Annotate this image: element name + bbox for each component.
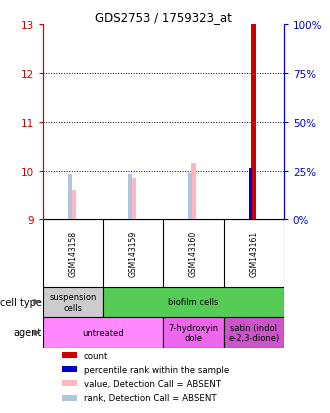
Text: suspension
cells: suspension cells — [49, 292, 97, 312]
Bar — [103, 287, 284, 318]
Text: biofilm cells: biofilm cells — [168, 298, 219, 307]
Text: rank, Detection Call = ABSENT: rank, Detection Call = ABSENT — [84, 394, 216, 402]
Text: GSM143161: GSM143161 — [249, 230, 258, 276]
Bar — [191, 164, 196, 220]
Bar — [62, 395, 77, 401]
Text: agent: agent — [14, 328, 42, 338]
Bar — [188, 174, 192, 220]
Bar — [251, 25, 256, 220]
Text: GSM143159: GSM143159 — [129, 230, 138, 276]
Bar — [248, 168, 252, 220]
Text: percentile rank within the sample: percentile rank within the sample — [84, 365, 229, 374]
Bar — [68, 175, 72, 220]
Text: GSM143160: GSM143160 — [189, 230, 198, 276]
Bar — [128, 175, 132, 220]
Text: satin (indol
e-2,3-dione): satin (indol e-2,3-dione) — [228, 323, 279, 342]
Bar — [62, 352, 77, 358]
Text: untreated: untreated — [82, 328, 124, 337]
Text: count: count — [84, 351, 108, 360]
Bar — [43, 287, 103, 318]
Bar — [62, 366, 77, 372]
Text: cell type: cell type — [0, 297, 42, 307]
Text: 7-hydroxyin
dole: 7-hydroxyin dole — [168, 323, 218, 342]
Title: GDS2753 / 1759323_at: GDS2753 / 1759323_at — [95, 11, 232, 24]
Bar — [70, 191, 76, 220]
Text: GSM143158: GSM143158 — [69, 230, 78, 276]
Bar — [131, 178, 136, 220]
Bar — [224, 318, 284, 348]
Bar — [43, 318, 163, 348]
Text: value, Detection Call = ABSENT: value, Detection Call = ABSENT — [84, 379, 221, 388]
Bar — [62, 380, 77, 386]
Bar — [163, 318, 224, 348]
